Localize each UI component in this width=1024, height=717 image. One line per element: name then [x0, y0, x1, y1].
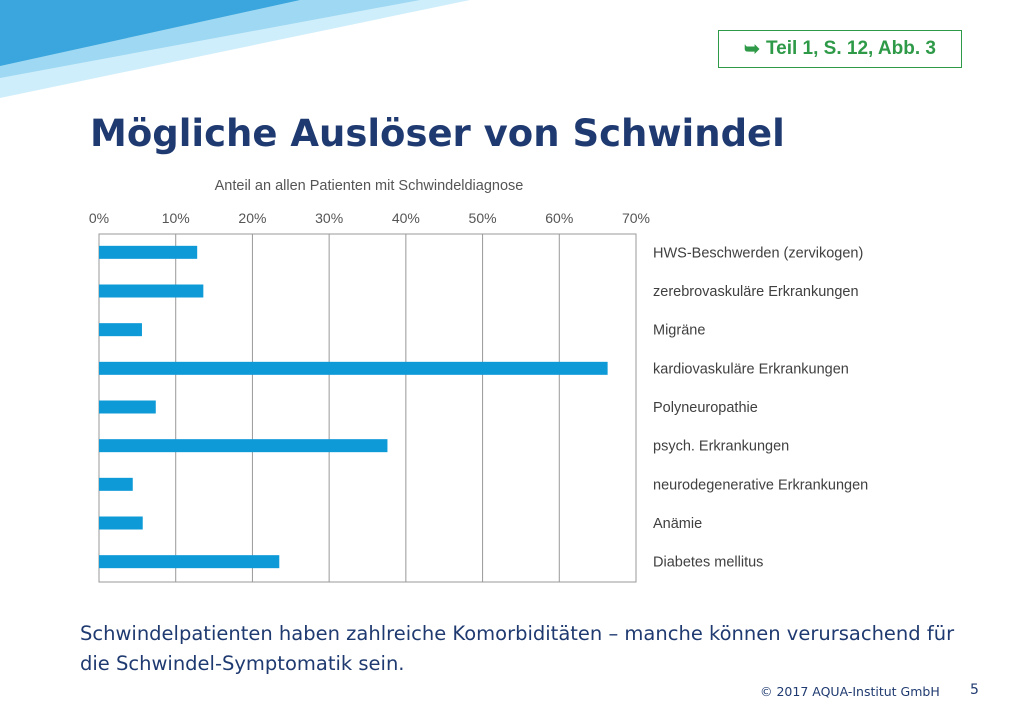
reference-badge: ➥ Teil 1, S. 12, Abb. 3	[718, 30, 962, 68]
bar	[99, 284, 204, 298]
x-tick-label: 60%	[545, 210, 573, 226]
category-label: kardiovaskuläre Erkrankungen	[653, 361, 849, 377]
chart-title: Anteil an allen Patienten mit Schwindeld…	[215, 178, 524, 194]
reference-label: Teil 1, S. 12, Abb. 3	[765, 38, 936, 59]
bar	[99, 555, 280, 569]
bar	[99, 245, 198, 259]
x-tick-label: 70%	[622, 210, 650, 226]
category-label: Migräne	[653, 323, 705, 339]
copyright-footer: © 2017 AQUA-Institut GmbH	[760, 684, 940, 699]
page-number: 5	[970, 682, 979, 698]
x-tick-label: 30%	[315, 210, 343, 226]
category-label: HWS-Beschwerden (zervikogen)	[653, 245, 863, 261]
arrow-right-icon: ➥	[744, 38, 760, 60]
category-label: zerebrovaskuläre Erkrankungen	[653, 284, 859, 300]
bar	[99, 439, 388, 453]
chart-bars	[99, 245, 608, 569]
category-labels: HWS-Beschwerden (zervikogen) zerebrovasku…	[653, 245, 868, 570]
x-tick-label: 40%	[392, 210, 420, 226]
bar-chart: Anteil an allen Patienten mit Schwindeld…	[89, 178, 868, 583]
x-tick-label: 50%	[469, 210, 497, 226]
bar	[99, 516, 143, 530]
category-label: neurodegenerative Erkrankungen	[653, 477, 868, 493]
category-label: psych. Erkrankungen	[653, 439, 789, 455]
bar	[99, 477, 133, 491]
bar	[99, 323, 142, 337]
x-axis-ticks: 0% 10% 20% 30% 40% 50% 60% 70%	[89, 210, 650, 226]
category-label: Diabetes mellitus	[653, 555, 763, 571]
bar	[99, 400, 156, 414]
slide-title: Mögliche Auslöser von Schwindel	[90, 112, 785, 155]
x-tick-label: 10%	[162, 210, 190, 226]
header-banner	[0, 0, 470, 98]
category-label: Anämie	[653, 516, 702, 532]
category-label: Polyneuropathie	[653, 400, 758, 416]
slide-caption: Schwindelpatienten haben zahlreiche Komo…	[80, 622, 955, 675]
x-tick-label: 20%	[238, 210, 266, 226]
x-tick-label: 0%	[89, 210, 109, 226]
bar	[99, 361, 608, 375]
